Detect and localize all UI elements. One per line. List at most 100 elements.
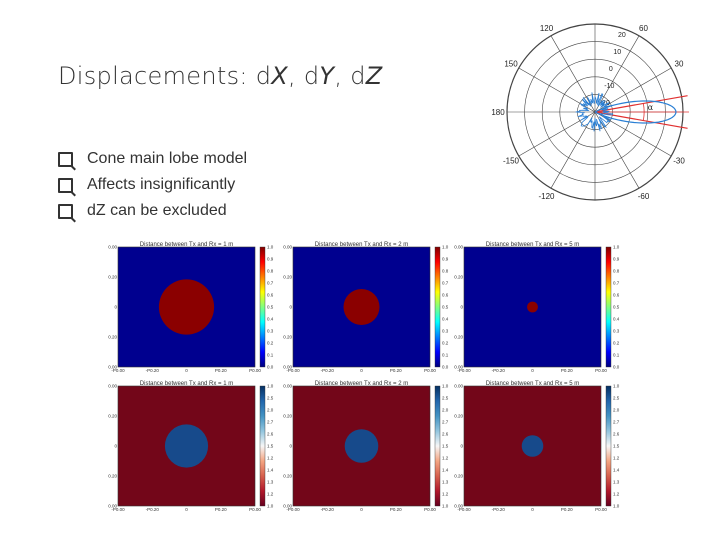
cone-edge-upper (594, 95, 688, 113)
heatmap-xtick: P0.20 (215, 507, 227, 512)
heatmap-ytick: P0.00 (108, 245, 117, 250)
colorbar-tick: 0.9 (267, 257, 274, 262)
colorbar-tick: 1.5 (267, 444, 274, 449)
heatmap-panel: Distance between Tx and Rx = 2 m P0.00 P0.… (283, 242, 449, 373)
checkbox-bullet-icon (58, 203, 73, 219)
colorbar-tick: 0.7 (613, 281, 620, 286)
colorbar-tick: 1.0 (613, 504, 620, 509)
heatmap-xtick: -P0.00 (286, 368, 300, 373)
polar-radial-label: -20 (600, 100, 610, 107)
heatmap-xtick: P0.00 (424, 507, 436, 512)
colorbar-tick: 1.0 (442, 384, 449, 389)
colorbar-tick: 2.7 (267, 420, 274, 425)
colorbar-tick: 0.0 (613, 365, 620, 370)
heatmap-spot (527, 301, 538, 313)
heatmap-panel: Distance between Tx and Rx = 2 m P0.00 P0.… (283, 381, 449, 512)
heatmap-ytick: P0.20 (454, 414, 463, 419)
polar-angle-label: 120 (540, 24, 554, 33)
heatmap-xtick: P0.20 (561, 507, 573, 512)
heatmap-ytick: P0.20 (283, 414, 292, 419)
heatmap-xtick: -P0.20 (492, 507, 506, 512)
colorbar-tick: 0.9 (442, 257, 449, 262)
heatmap-ytick: 0 (289, 305, 292, 310)
heatmap-xtick: -P0.00 (286, 507, 300, 512)
colorbar-tick: 0.4 (442, 317, 449, 322)
heatmap-ytick: -P0.20 (454, 474, 463, 479)
main-lobe (594, 100, 677, 124)
bullet-item: Cone main lobe model (58, 146, 247, 172)
heatmap-ytick: 0 (114, 305, 117, 310)
heatmap-xtick: -P0.20 (321, 368, 335, 373)
colorbar-tick: 0.2 (613, 341, 620, 346)
heatmap-ytick: -P0.20 (108, 474, 117, 479)
heatmap-xtick: -P0.20 (321, 507, 335, 512)
colorbar-tick: 0.7 (442, 281, 449, 286)
colorbar-tick: 0.3 (267, 329, 274, 334)
colorbar-tick: 0.8 (613, 269, 620, 274)
heatmap-ytick: -P0.00 (283, 365, 292, 370)
colorbar-tick: 0.0 (267, 365, 274, 370)
checkbox-bullet-icon (58, 151, 73, 167)
heatmap-ytick: -P0.20 (454, 335, 463, 340)
colorbar-tick: 0.7 (267, 281, 274, 286)
colorbar-tick: 1.3 (267, 480, 274, 485)
colorbar-tick: 2.0 (267, 408, 274, 413)
colorbar-tick: 2.5 (613, 396, 620, 401)
colorbar-tick: 2.6 (442, 432, 449, 437)
heatmap-xtick: P0.00 (249, 368, 261, 373)
colorbar (259, 246, 266, 368)
side-lobes (575, 92, 614, 132)
colorbar (605, 385, 612, 507)
colorbar-tick: 0.6 (613, 293, 620, 298)
colorbar-tick: 0.1 (442, 353, 449, 358)
colorbar-tick: 0.5 (613, 305, 620, 310)
colorbar (434, 385, 441, 507)
colorbar-tick: 0.6 (442, 293, 449, 298)
heatmap-xtick: P0.00 (595, 507, 607, 512)
heatmap-ytick: 0 (460, 444, 463, 449)
polar-angle-label: -60 (638, 192, 650, 201)
heatmap-panel: Distance between Tx and Rx = 5 m P0.00 P0.… (454, 242, 620, 373)
heatmap-ytick: P0.20 (108, 275, 117, 280)
colorbar-tick: 2.0 (613, 408, 620, 413)
colorbar-tick: 0.4 (267, 317, 274, 322)
colorbar-tick: 0.1 (267, 353, 274, 358)
colorbar-tick: 0.8 (267, 269, 274, 274)
heatmap-xtick: P0.00 (595, 368, 607, 373)
alpha-label: α (648, 103, 654, 112)
heatmap-ytick: -P0.00 (283, 504, 292, 509)
colorbar-tick: 0.0 (442, 365, 449, 370)
colorbar-tick: 2.7 (442, 420, 449, 425)
polar-radial-label: -10 (604, 83, 614, 90)
colorbar-tick: 1.0 (267, 245, 274, 250)
heatmap-ytick: 0 (114, 444, 117, 449)
colorbar-tick: 0.8 (442, 269, 449, 274)
cone-angle-arc (643, 103, 645, 121)
colorbar-tick: 1.2 (613, 492, 620, 497)
colorbar-tick: 2.5 (442, 396, 449, 401)
heatmap-spot (158, 279, 215, 335)
heatmap-panel: Distance between Tx and Rx = 1 m P0.00 P0.… (108, 381, 274, 512)
heatmap-xtick: P0.20 (390, 368, 402, 373)
heatmap-ytick: -P0.00 (108, 365, 117, 370)
bullet-item: Affects insignificantly (58, 172, 247, 198)
heatmap-ytick: 0 (289, 444, 292, 449)
heatmap-xtick: 0 (531, 507, 534, 512)
colorbar-tick: 2.5 (267, 396, 274, 401)
heatmap-ytick: -P0.20 (283, 335, 292, 340)
colorbar-tick: 1.0 (267, 384, 274, 389)
heatmap-ytick: -P0.20 (108, 335, 117, 340)
heatmap-ytick: -P0.20 (283, 474, 292, 479)
heatmap-xtick: P0.00 (424, 368, 436, 373)
polar-angle-label: 150 (504, 60, 518, 69)
colorbar-tick: 2.7 (613, 420, 620, 425)
colorbar-tick: 1.0 (442, 504, 449, 509)
heatmap-xtick: 0 (360, 368, 363, 373)
heatmap-xtick: P0.20 (215, 368, 227, 373)
colorbar-tick: 2.6 (267, 432, 274, 437)
heatmap-xtick: 0 (360, 507, 363, 512)
heatmap-ytick: P0.20 (283, 275, 292, 280)
heatmap-ytick: P0.00 (283, 245, 292, 250)
colorbar-tick: 2.6 (613, 432, 620, 437)
heatmap-title: Distance between Tx and Rx = 2 m (315, 242, 408, 248)
